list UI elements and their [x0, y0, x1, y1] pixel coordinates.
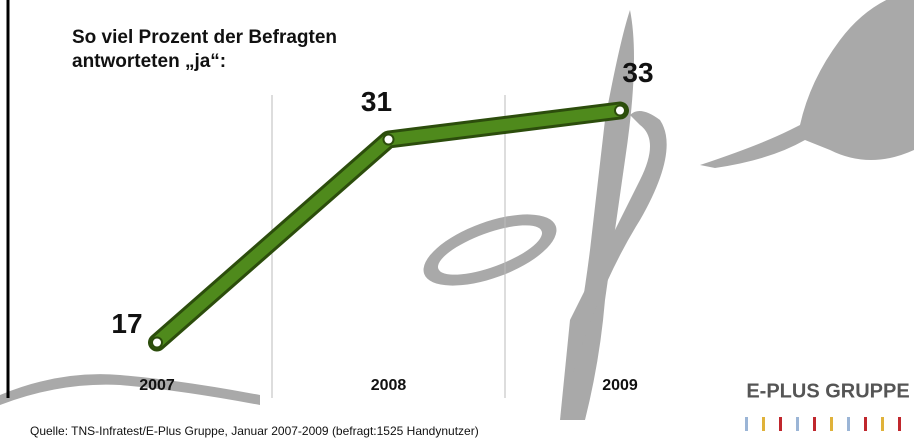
page: E-PLUS GRUPPE Quelle: TNS-Infratest/E-Pl…	[0, 0, 914, 440]
point	[615, 106, 625, 116]
x-tick-label: 2008	[371, 377, 407, 394]
point	[384, 135, 394, 145]
logo-bars	[745, 417, 901, 431]
x-tick-label: 2009	[602, 377, 638, 394]
value-label: 31	[361, 86, 392, 117]
point	[152, 338, 162, 348]
value-label: 33	[622, 57, 653, 88]
logo: E-PLUS GRUPPE	[746, 380, 909, 402]
source: Quelle: TNS-Infratest/E-Plus Gruppe, Jan…	[30, 424, 479, 438]
x-tick-label: 2007	[139, 377, 175, 394]
chart-title: So viel Prozent der Befragten antwortete…	[72, 26, 372, 74]
value-label: 17	[111, 308, 142, 339]
